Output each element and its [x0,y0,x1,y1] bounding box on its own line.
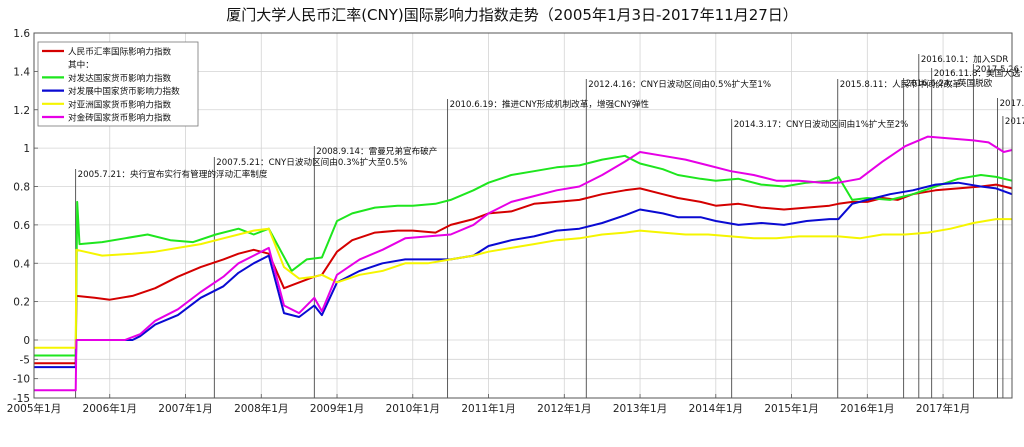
x-axis-ticks: 2005年1月 2006年1月 2007年1月 2008年1月 2009年1月 2010年… [7,394,970,415]
event-label: 2016.11.8：美国大选 [934,67,1021,79]
event-label: 2005.7.21：央行宣布实行有管理的浮动汇率制度 [78,168,268,180]
event-label: 2016.10.1：加入SDR [921,54,1009,65]
y-tick-label: 0.6 [13,220,30,232]
x-tick-label: 2007年1月 [158,402,212,415]
x-tick-label: 2008年1月 [234,402,288,415]
event-label: 2012.4.16：CNY日波动区间由0.5%扩大至1% [588,78,771,90]
series-line [34,181,1013,369]
event-label: 2007.5.21：CNY日波动区间由0.3%扩大至0.5% [216,156,407,168]
series-line [34,135,1013,392]
series-line [34,218,1012,349]
plot-frame [33,32,1013,399]
legend-label: 其中： [68,59,94,71]
legend: 人民币汇率国际影响力指数其中：对发达国家货币影响力指数对发展中国家货币影响力指数… [37,41,199,127]
x-tick-label: 2013年1月 [613,402,667,415]
event-label: 2008.9.14：雷曼兄弟宣布破产 [316,145,437,157]
chart-title: 厦门大学人民币汇率(CNY)国际影响力指数走势（2005年1月3日-2017年1… [226,6,798,24]
y-tick-label: 1 [23,143,30,155]
x-tick-label: 2017年1月 [916,402,970,415]
event-label: 2014.3.17：CNY日波动区间由1%扩大至2% [734,118,909,130]
y-tick-label: 0.8 [13,182,30,194]
y-tick-label: 1.6 [13,28,30,40]
series-lines [34,135,1013,392]
x-tick-label: 2005年1月 [7,402,61,415]
legend-label: 对金砖国家货币影响力指数 [68,112,172,124]
series-line [34,154,1013,357]
legend-label: 对发达国家货币影响力指数 [68,72,172,84]
legend-label: 人民币汇率国际影响力指数 [68,46,172,58]
y-tick-label: 0.4 [13,258,30,270]
x-tick-label: 2012年1月 [537,402,591,415]
annotations: 2005.7.21：央行宣布实行有管理的浮动汇率制度2007.5.21：CNY日… [75,54,1024,398]
y-tick-label: 0 [23,335,30,347]
x-tick-label: 2014年1月 [689,402,743,415]
y-tick-label: -5 [20,354,30,366]
y-tick-label: -15 [13,393,30,405]
x-tick-label: 2011年1月 [461,402,515,415]
y-tick-label: -10 [13,374,30,386]
legend-label: 对亚洲国家货币影响力指数 [68,98,172,110]
x-tick-label: 2015年1月 [764,402,818,415]
legend-box [37,41,199,127]
y-tick-label: 0.2 [13,297,30,309]
event-label: 2017.10.18：十九大召开 [1005,115,1024,127]
y-tick-label: 1.4 [13,66,30,78]
x-tick-label: 2009年1月 [310,402,364,415]
event-label: 2016.6.24：英国脱欧 [906,77,993,89]
event-label: 2010.6.19：推进CNY形成机制改革，增强CNY弹性 [450,98,650,110]
x-tick-label: 2016年1月 [840,402,894,415]
event-label: 2017.5.26：逆周期因子 [975,63,1024,75]
legend-label: 对发展中国家货币影响力指数 [68,85,180,97]
x-tick-label: 2010年1月 [386,402,440,415]
event-label: 2015.8.11：人民币中间价改革 [840,78,961,90]
x-tick-label: 2006年1月 [83,402,137,415]
y-axis-ticks: 1.6 1.4 1.2 1 0.8 0.6 0.4 0.2 0 -5 -10 -15 [13,28,38,405]
y-tick-label: 1.2 [13,105,30,117]
